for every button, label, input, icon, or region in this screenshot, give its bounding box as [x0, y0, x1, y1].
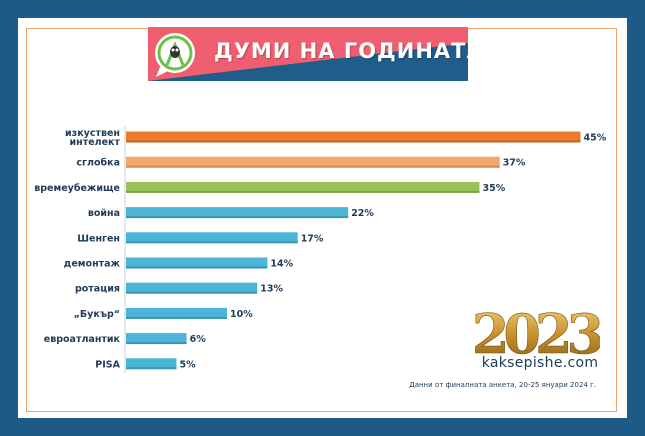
category-label-9: PISA — [95, 359, 120, 370]
bar-0 — [126, 131, 581, 143]
banner-title: ДУМИ НА ГОДИНАТА — [214, 39, 468, 63]
bar-shadow-9 — [126, 367, 177, 370]
bar-shadow-2 — [126, 190, 480, 193]
source-note: Данни от финалната анкета, 20-25 януари … — [409, 381, 596, 389]
category-label-6: ротация — [75, 284, 120, 295]
bar-2 — [126, 181, 480, 193]
value-label-7: 10% — [230, 309, 253, 320]
value-label-4: 17% — [301, 233, 324, 244]
category-label-1: сглобка — [76, 158, 120, 169]
title-banner: ДУМИ НА ГОДИНАТА — [148, 27, 468, 81]
bar-shadow-1 — [126, 165, 500, 168]
speech-bubble-owl-icon — [155, 33, 195, 77]
bar-shadow-7 — [126, 316, 227, 319]
value-label-3: 22% — [351, 208, 374, 219]
value-label-9: 5% — [180, 359, 197, 370]
bar-shadow-8 — [126, 342, 187, 345]
bar-shadow-4 — [126, 241, 298, 244]
year-text: 2023 — [472, 302, 600, 366]
bar-shadow-6 — [126, 291, 258, 294]
category-label-3: война — [88, 208, 120, 219]
bar-7 — [126, 307, 227, 319]
site-name: kaksepishe.com — [481, 355, 599, 371]
category-label-8: евроатлантик — [44, 334, 121, 345]
bar-5 — [126, 257, 268, 269]
category-label-2: времеубежище — [34, 183, 120, 194]
banner-background — [148, 27, 468, 81]
value-label-6: 13% — [260, 284, 283, 295]
category-label-7: „Букър“ — [74, 309, 120, 320]
bar-1 — [126, 156, 500, 168]
value-label-1: 37% — [503, 158, 526, 169]
value-label-2: 35% — [483, 183, 506, 194]
bar-6 — [126, 282, 258, 294]
bar-9 — [126, 358, 177, 370]
year-2023-emblem: 2023 — [472, 302, 600, 367]
category-label-5: демонтаж — [64, 259, 121, 270]
bar-8 — [126, 333, 187, 345]
bar-shadow-3 — [126, 216, 349, 219]
bar-3 — [126, 207, 349, 219]
bar-4 — [126, 232, 298, 244]
value-label-0: 45% — [584, 133, 607, 144]
category-label-4: Шенген — [77, 233, 120, 244]
bar-shadow-0 — [126, 140, 581, 143]
value-label-5: 14% — [270, 259, 293, 270]
category-label-0: изкуствен интелект — [65, 128, 120, 148]
bar-shadow-5 — [126, 266, 268, 269]
value-label-8: 6% — [190, 334, 207, 345]
